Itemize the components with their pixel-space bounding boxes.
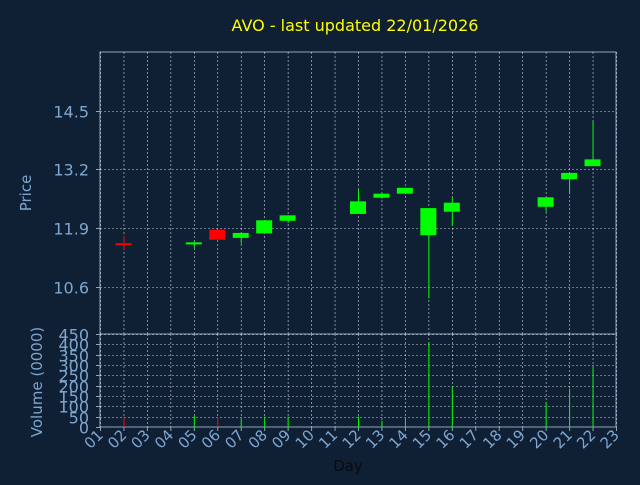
candle-body xyxy=(373,193,390,198)
day-tick-label: 08 xyxy=(245,426,271,452)
candle-body xyxy=(420,208,437,236)
day-tick-label: 12 xyxy=(339,426,365,452)
volume-tick-label: 300 xyxy=(58,357,89,376)
price-axis-label: Price xyxy=(17,175,35,212)
candle-body xyxy=(537,197,554,207)
price-panel: 10.6 11.9 13.2 14.5 Price xyxy=(17,51,617,335)
day-tick-label: 15 xyxy=(409,426,435,452)
day-tick-label: 04 xyxy=(151,426,177,452)
volume-axis-label: Volume (0000) xyxy=(28,327,46,437)
day-tick-label: 09 xyxy=(268,426,294,452)
volume-tick-label: 250 xyxy=(58,367,89,386)
candle-body xyxy=(279,215,296,221)
price-tick-label: 14.5 xyxy=(53,103,89,122)
day-tick-label: 05 xyxy=(174,426,200,452)
price-tick-label: 13.2 xyxy=(53,161,89,180)
candle-body xyxy=(584,159,601,167)
day-tick-label: 22 xyxy=(573,426,599,452)
candle-body xyxy=(256,220,273,234)
candle-body xyxy=(350,201,366,214)
volume-frame xyxy=(99,333,617,428)
candle-body xyxy=(561,172,578,180)
day-tick-label: 17 xyxy=(456,426,482,452)
volume-tick-label: 350 xyxy=(58,347,89,366)
day-tick-label: 18 xyxy=(479,426,505,452)
day-tick-label: 03 xyxy=(128,426,154,452)
day-axis-label: Day xyxy=(333,457,363,475)
price-tick-label: 11.9 xyxy=(53,220,89,239)
day-tick-label: 21 xyxy=(550,426,576,452)
day-tick-label: 20 xyxy=(526,426,552,452)
candle-body xyxy=(443,202,460,212)
day-tick-label: 23 xyxy=(597,426,623,452)
day-tick-label: 06 xyxy=(198,426,224,452)
candle-body xyxy=(396,187,413,194)
volume-tick-label: 200 xyxy=(58,378,89,397)
day-tick-label: 16 xyxy=(432,426,458,452)
volume-tick-label: 100 xyxy=(58,398,89,417)
candle-body xyxy=(209,229,226,240)
day-tick-label: 13 xyxy=(362,426,388,452)
chart-title: AVO - last updated 22/01/2026 xyxy=(232,16,479,35)
volume-tick-label: 450 xyxy=(58,326,89,345)
price-tick-label: 10.6 xyxy=(53,279,89,298)
day-tick-label: 10 xyxy=(292,426,318,452)
day-tick-label: 19 xyxy=(503,426,529,452)
volume-tick-label: 400 xyxy=(58,336,89,355)
day-tick-label: 07 xyxy=(221,426,247,452)
volume-tick-label: 150 xyxy=(58,388,89,407)
volume-tick-label: 50 xyxy=(69,409,89,428)
volume-tick-label: 0 xyxy=(79,419,89,438)
candle-body xyxy=(232,232,249,238)
day-tick-label: 11 xyxy=(315,426,341,452)
day-tick-label: 14 xyxy=(386,426,412,452)
day-tick-label: 02 xyxy=(104,426,130,452)
